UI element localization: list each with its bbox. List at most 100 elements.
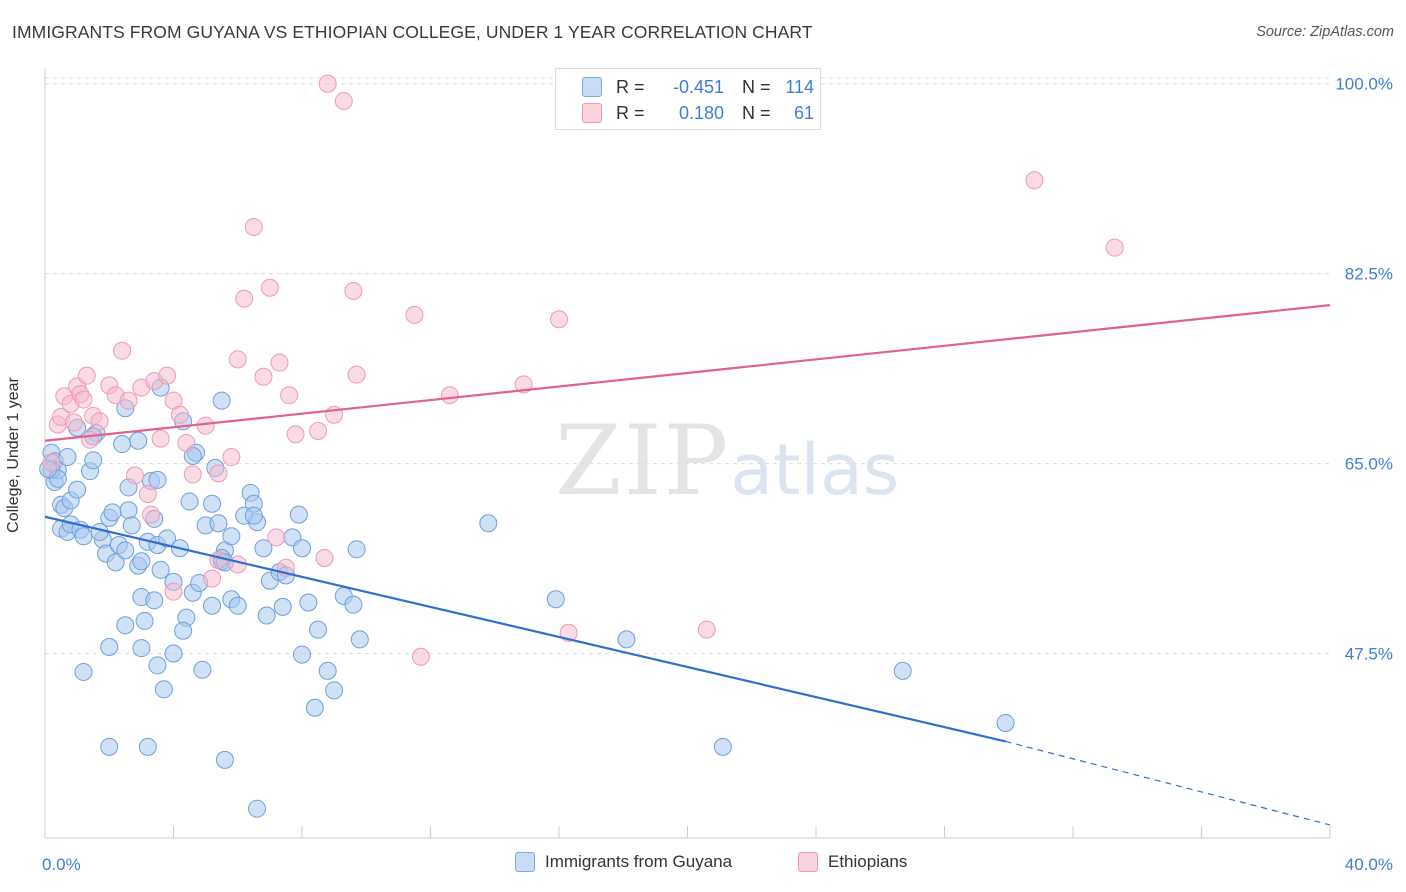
- r-label: R =: [616, 102, 645, 123]
- point-guyana: [244, 506, 263, 525]
- point-ethiopian: [138, 484, 157, 503]
- point-guyana: [103, 503, 122, 522]
- point-ethiopian: [235, 289, 254, 308]
- trend-line-ethiopian: [44, 304, 1331, 442]
- point-ethiopian: [42, 453, 61, 472]
- point-ethiopian: [119, 391, 138, 410]
- legend-item-ethiopian[interactable]: Ethiopians: [798, 852, 907, 872]
- point-guyana: [293, 539, 311, 558]
- watermark-atlas: atlas: [730, 429, 900, 511]
- y-tick-label: 65.0%: [1345, 455, 1393, 474]
- point-guyana: [158, 529, 177, 548]
- r-value: 0.180: [678, 102, 724, 123]
- legend-label-guyana: Immigrants from Guyana: [545, 852, 733, 871]
- point-ethiopian: [280, 386, 299, 405]
- point-ethiopian: [80, 430, 99, 449]
- point-guyana: [164, 644, 183, 663]
- point-guyana: [893, 661, 912, 680]
- point-guyana: [293, 645, 311, 664]
- point-ethiopian: [1025, 171, 1044, 190]
- point-guyana: [113, 435, 132, 454]
- point-ethiopian: [344, 282, 363, 301]
- correlation-box: R = -0.451 N = 114 R = 0.180 N = 61: [555, 68, 821, 130]
- legend-swatch-ethiopian: [798, 852, 818, 872]
- point-ethiopian: [64, 413, 83, 432]
- point-guyana: [193, 660, 212, 679]
- point-guyana: [479, 514, 498, 533]
- correlation-row-ethiopian: R = 0.180 N = 61: [582, 100, 814, 126]
- point-guyana: [996, 713, 1015, 732]
- point-guyana: [350, 630, 369, 649]
- point-ethiopian: [113, 341, 132, 360]
- point-guyana: [273, 597, 292, 616]
- point-guyana: [148, 656, 167, 675]
- point-ethiopian: [334, 92, 353, 111]
- point-ethiopian: [90, 412, 109, 431]
- point-ethiopian: [142, 505, 161, 524]
- point-ethiopian: [318, 74, 337, 93]
- point-guyana: [713, 737, 732, 756]
- point-ethiopian: [177, 433, 196, 452]
- point-guyana: [257, 606, 276, 625]
- tick-labels: 47.5% 65.0% 82.5% 100.0% 0.0% 40.0%: [42, 75, 1393, 874]
- point-ethiopian: [125, 466, 144, 485]
- point-ethiopian: [270, 353, 289, 372]
- r-value: -0.451: [672, 76, 724, 97]
- point-guyana: [318, 661, 337, 680]
- point-guyana: [74, 662, 93, 681]
- point-ethiopian: [77, 366, 96, 385]
- point-ethiopian: [170, 405, 189, 424]
- legend-label-ethiopian: Ethiopians: [828, 852, 908, 871]
- point-guyana: [248, 799, 267, 818]
- n-label: N =: [742, 102, 771, 123]
- point-guyana: [228, 596, 247, 615]
- point-guyana: [154, 680, 173, 699]
- n-label: N =: [742, 76, 771, 97]
- legend-swatch-guyana: [515, 852, 535, 872]
- correlation-swatch-ethiopian: [582, 103, 602, 123]
- point-guyana: [129, 431, 148, 450]
- point-guyana: [174, 621, 193, 640]
- point-ethiopian: [405, 305, 424, 324]
- legend-item-guyana[interactable]: Immigrants from Guyana: [515, 852, 732, 872]
- r-label: R =: [616, 76, 645, 97]
- point-guyana: [138, 737, 157, 756]
- point-guyana: [145, 591, 164, 610]
- point-guyana: [116, 541, 135, 560]
- point-ethiopian: [411, 647, 430, 666]
- point-ethiopian: [222, 448, 241, 467]
- point-ethiopian: [209, 464, 228, 483]
- y-tick-label: 82.5%: [1345, 265, 1393, 284]
- point-guyana: [100, 737, 119, 756]
- point-ethiopian: [196, 416, 215, 435]
- point-guyana: [135, 611, 154, 630]
- point-ethiopian: [203, 569, 222, 588]
- correlation-swatch-guyana: [582, 77, 602, 97]
- point-ethiopian: [347, 365, 366, 384]
- point-ethiopian: [315, 548, 334, 567]
- point-ethiopian: [244, 217, 263, 236]
- point-guyana: [68, 480, 87, 499]
- point-guyana: [305, 698, 324, 717]
- point-guyana: [151, 560, 170, 579]
- point-guyana: [74, 527, 93, 546]
- point-guyana: [215, 750, 234, 769]
- point-guyana: [617, 630, 636, 649]
- point-guyana: [119, 501, 138, 520]
- point-guyana: [546, 590, 565, 609]
- point-ethiopian: [550, 310, 568, 329]
- point-guyana: [347, 540, 366, 559]
- watermark-zip: ZIP: [555, 405, 731, 517]
- point-ethiopian: [151, 429, 170, 448]
- point-ethiopian: [260, 278, 279, 297]
- point-ethiopian: [228, 350, 247, 369]
- trend-lines: [44, 304, 1331, 826]
- point-ethiopian: [514, 375, 533, 394]
- point-guyana: [203, 596, 222, 615]
- x-tick-label-max: 40.0%: [1345, 855, 1393, 874]
- series-ethiopian-points: [42, 74, 1124, 666]
- y-axis-label: College, Under 1 year: [5, 377, 22, 533]
- point-ethiopian: [267, 528, 286, 547]
- trend-line-guyana: [44, 515, 1006, 743]
- point-guyana: [148, 470, 167, 489]
